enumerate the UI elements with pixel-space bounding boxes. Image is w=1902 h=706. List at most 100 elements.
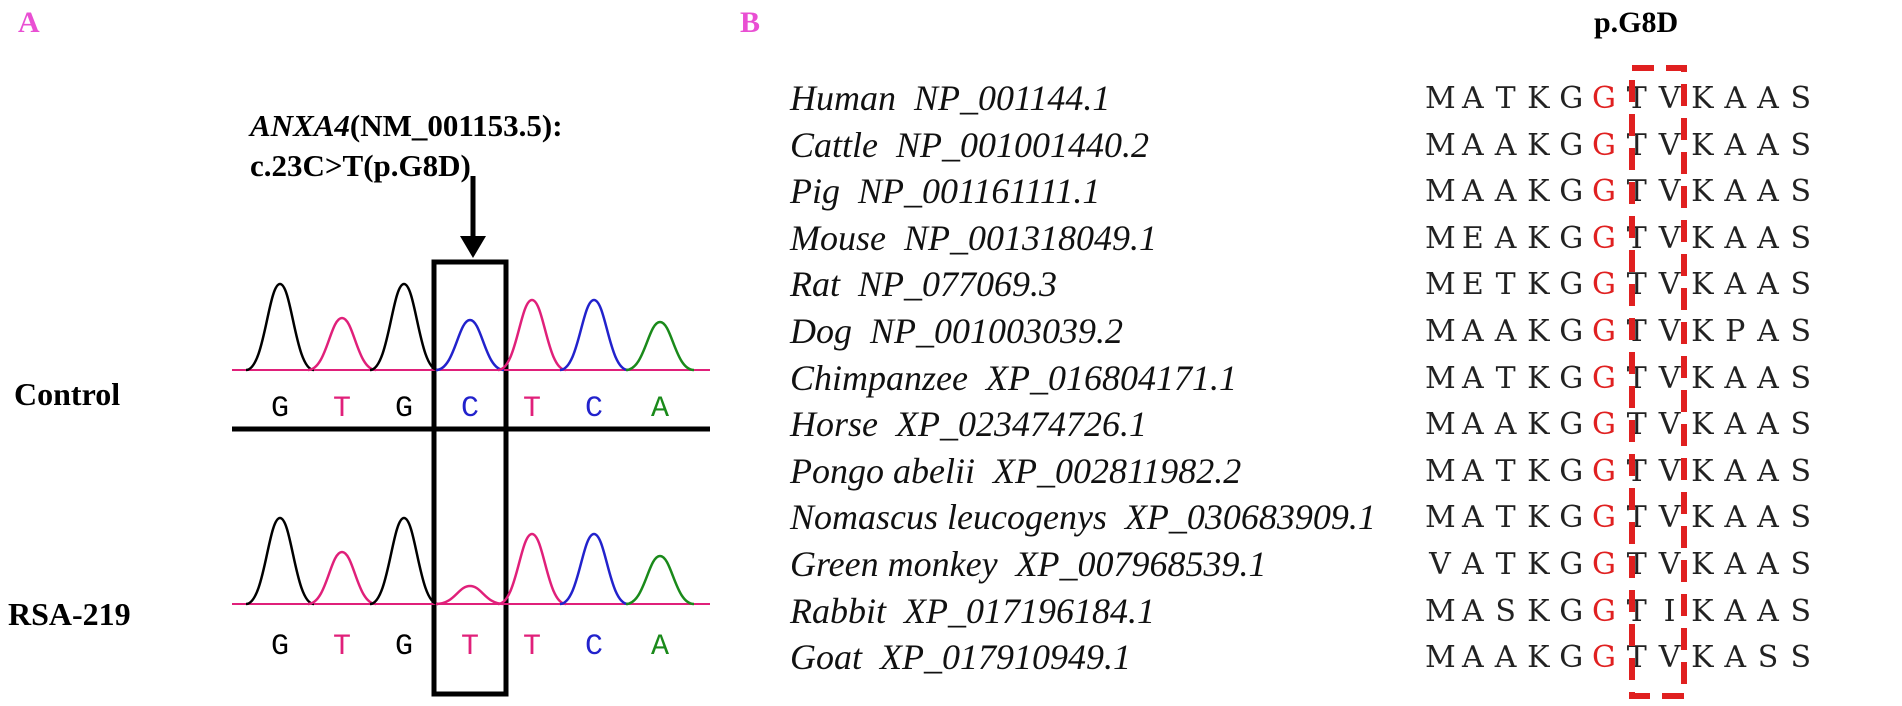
residue: M <box>1425 453 1456 489</box>
residue: K <box>1691 547 1714 582</box>
residue: G <box>1559 220 1584 256</box>
residue: A <box>1757 500 1779 536</box>
base-call: G <box>395 392 413 426</box>
chromatogram-figure: G T G C T C A G T G T T C A <box>232 176 710 697</box>
rsa-row-label: RSA-219 <box>8 596 131 632</box>
residue: A <box>1724 81 1747 116</box>
residue: S <box>1790 360 1812 396</box>
residue: M <box>1425 500 1456 536</box>
residue: K <box>1527 127 1550 163</box>
residue: K <box>1527 547 1550 582</box>
control-row-label: Control <box>14 376 121 412</box>
residue: G <box>1559 360 1584 396</box>
species-name: Mouse <box>790 217 886 258</box>
conserved-residue: G <box>1592 407 1616 443</box>
species-label: Green monkey XP_007968539.1 <box>790 546 1267 582</box>
trace-peak-G <box>369 516 439 606</box>
residue: A <box>1461 500 1484 536</box>
trace-peak-T <box>497 532 567 606</box>
mutation-position-box <box>431 259 509 697</box>
trace-peak-G <box>245 516 315 606</box>
residue: A <box>1724 640 1747 676</box>
variant-title-line1: ANXA4(NM_001153.5): <box>250 106 563 146</box>
residue: E <box>1461 220 1484 256</box>
species-name: Pig <box>790 171 840 212</box>
residue: S <box>1790 174 1812 210</box>
residue: V <box>1658 547 1681 582</box>
species-label: Goat XP_017910949.1 <box>790 639 1131 675</box>
trace-peak-T <box>435 584 505 606</box>
residue: T <box>1495 453 1516 489</box>
conserved-residue: G <box>1592 593 1616 629</box>
residue: G <box>1559 174 1584 210</box>
residue: M <box>1425 174 1456 210</box>
species-label: Horse XP_023474726.1 <box>790 406 1147 442</box>
panel-b-label: B <box>740 6 761 39</box>
accession-id: XP_002811982.2 <box>992 450 1242 491</box>
residue: K <box>1691 593 1714 629</box>
accession-id: XP_023474726.1 <box>896 404 1147 445</box>
species-label: Cattle NP_001001440.2 <box>790 127 1149 163</box>
residue: G <box>1559 453 1584 489</box>
residue: V <box>1658 220 1681 256</box>
variant-title-line2: c.23C>T(p.G8D) <box>250 148 471 183</box>
residue: S <box>1790 593 1812 629</box>
residue: M <box>1425 407 1456 443</box>
variant-title: ANXA4(NM_001153.5): c.23C>T(p.G8D) <box>250 106 563 186</box>
residue: M <box>1425 127 1456 163</box>
residue: S <box>1495 593 1516 629</box>
conserved-residue: G <box>1592 314 1616 349</box>
accession-id: XP_017196184.1 <box>904 590 1155 631</box>
species-name: Dog <box>790 311 852 351</box>
residue: V <box>1658 174 1681 210</box>
residue: A <box>1757 314 1779 349</box>
species-name: Horse <box>790 404 878 445</box>
base-call: T <box>333 630 351 664</box>
species-label: Pig NP_001161111.1 <box>790 173 1100 209</box>
residue: V <box>1658 314 1681 349</box>
trace-peak-T <box>307 550 377 606</box>
residue: G <box>1559 127 1584 163</box>
residue: A <box>1461 593 1484 629</box>
species-label: Rat NP_077069.3 <box>790 266 1057 302</box>
residue: V <box>1658 500 1681 536</box>
species-name: Rat <box>790 264 840 305</box>
residue: A <box>1724 360 1747 396</box>
residue: M <box>1425 314 1456 349</box>
residue: V <box>1658 360 1681 396</box>
residue: A <box>1494 314 1517 349</box>
base-call: A <box>651 392 669 426</box>
residue: A <box>1757 174 1779 210</box>
trace-peak-C <box>559 298 629 372</box>
base-call: G <box>271 392 289 426</box>
conserved-residue: G <box>1592 360 1616 396</box>
species-name: Pongo abelii <box>790 450 975 491</box>
residue: K <box>1527 640 1550 676</box>
accession-id: NP_001318049.1 <box>903 217 1157 258</box>
residue: K <box>1527 360 1550 396</box>
conserved-residue: G <box>1592 453 1616 489</box>
residue: K <box>1691 453 1714 489</box>
residue: K <box>1527 500 1550 536</box>
trace-peak-G <box>245 282 315 372</box>
accession-id: NP_001001440.2 <box>896 124 1150 165</box>
residue: G <box>1559 81 1584 116</box>
residue: A <box>1724 220 1747 256</box>
residue: A <box>1757 220 1779 256</box>
trace-peak-T <box>497 298 567 372</box>
species-label: Rabbit XP_017196184.1 <box>790 593 1155 629</box>
accession-id: XP_016804171.1 <box>985 357 1237 398</box>
residue: E <box>1461 267 1484 303</box>
residue: K <box>1691 127 1714 163</box>
residue: A <box>1461 174 1484 210</box>
base-call: T <box>333 392 351 426</box>
residue: K <box>1527 220 1550 256</box>
conserved-residue: G <box>1592 267 1616 303</box>
species-label: Human NP_001144.1 <box>790 80 1110 116</box>
residue: A <box>1461 407 1484 443</box>
residue: M <box>1425 81 1456 116</box>
residue: S <box>1790 640 1812 676</box>
accession-id: NP_001161111.1 <box>858 171 1101 212</box>
residue: A <box>1757 81 1779 116</box>
species-name: Green monkey <box>790 544 998 584</box>
